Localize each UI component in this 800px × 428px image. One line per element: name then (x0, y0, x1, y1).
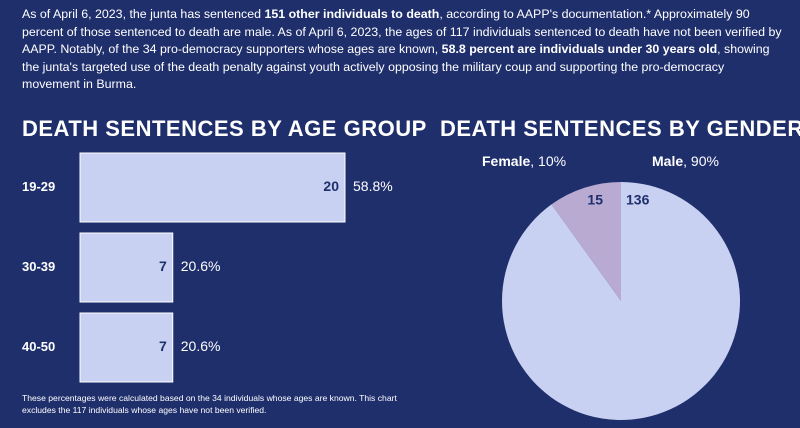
chart-title: DEATH SENTENCES BY GENDER (440, 116, 800, 141)
intro-run: , showing the junta's targeted use of th… (22, 42, 770, 91)
category-label: 19-29 (22, 179, 55, 194)
bar (79, 152, 346, 223)
pie-slice (502, 182, 740, 420)
value-label: 7 (159, 258, 167, 274)
slice-name: Male (652, 153, 683, 169)
category-label: 40-50 (22, 339, 55, 354)
separator: , (683, 153, 691, 169)
category-label: 30-39 (22, 259, 55, 274)
pie-slice (551, 182, 621, 301)
slice-value: 136 (626, 192, 650, 208)
intro-text: As of April 6, 2023, the junta has sente… (22, 6, 782, 94)
slice-name: Female (482, 153, 530, 169)
percent-label: 20.6% (181, 338, 221, 354)
percent-label: 58.8% (353, 178, 393, 194)
slice-label: Female, 10% (482, 153, 566, 169)
bar (79, 232, 174, 303)
intro-run: , according to AAPP's documentation.* Ap… (22, 7, 782, 56)
chart-title: DEATH SENTENCES BY AGE GROUP (22, 116, 427, 141)
value-label: 7 (159, 338, 167, 354)
intro-run: 151 other individuals to death (264, 7, 440, 21)
footnote: These percentages were calculated based … (22, 393, 397, 415)
slice-label: Male, 90% (652, 153, 719, 169)
slice-percent: 10% (538, 153, 566, 169)
intro-run: 58.8 percent are individuals under 30 ye… (441, 42, 718, 56)
value-label: 20 (323, 178, 339, 194)
bar (79, 312, 174, 383)
intro-run: As of April 6, 2023, the junta has sente… (22, 7, 265, 21)
percent-label: 20.6% (181, 258, 221, 274)
separator: , (530, 153, 538, 169)
slice-value: 15 (587, 192, 603, 208)
slice-percent: 90% (691, 153, 719, 169)
